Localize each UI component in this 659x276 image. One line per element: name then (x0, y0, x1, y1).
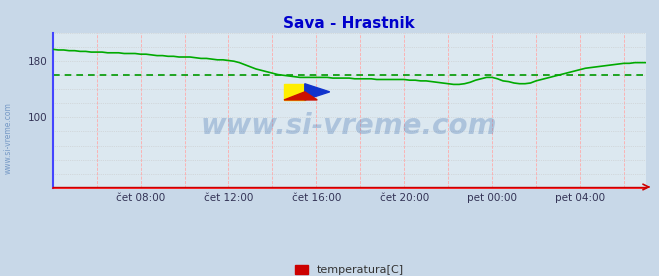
Legend: temperatura[C], pretok[m3/s]: temperatura[C], pretok[m3/s] (290, 260, 409, 276)
Title: Sava - Hrastnik: Sava - Hrastnik (283, 15, 415, 31)
Text: www.si-vreme.com: www.si-vreme.com (201, 112, 498, 140)
Bar (284, 84, 304, 100)
Polygon shape (304, 84, 330, 100)
Polygon shape (284, 92, 317, 100)
Text: www.si-vreme.com: www.si-vreme.com (3, 102, 13, 174)
